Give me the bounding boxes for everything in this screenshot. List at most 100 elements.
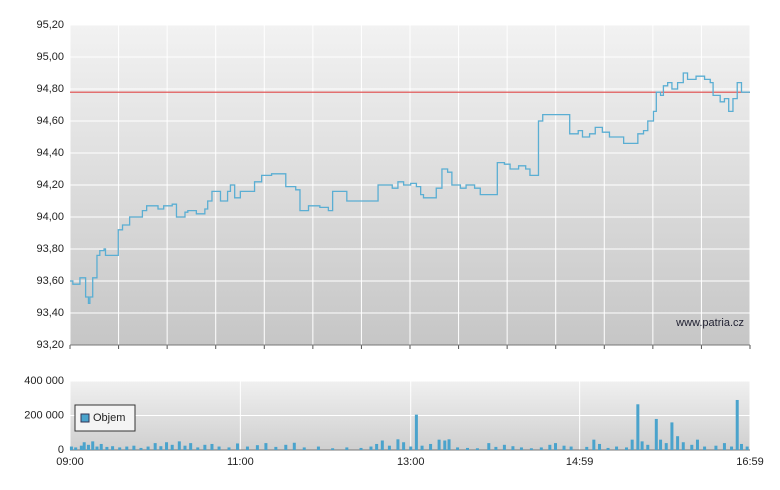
volume-bar	[183, 445, 187, 450]
price-line	[70, 72, 750, 305]
volume-bar	[331, 448, 335, 450]
volume-bar	[284, 444, 288, 450]
volume-bar	[189, 443, 193, 450]
volume-bar	[487, 443, 491, 450]
volume-bar	[636, 404, 640, 450]
volume-bar	[99, 443, 103, 450]
x-tick-label: 14:59	[566, 456, 594, 468]
volume-bar	[177, 441, 181, 450]
volume-bar	[714, 445, 718, 450]
volume-bar	[735, 399, 739, 450]
volume-bar	[217, 446, 221, 450]
volume-bar	[316, 446, 320, 450]
y-tick-label: 94,80	[36, 83, 64, 95]
volume-bar	[554, 443, 558, 450]
volume-bar	[132, 445, 136, 450]
volume-bar	[396, 439, 400, 450]
volume-bar	[475, 448, 479, 450]
volume-bar	[670, 422, 674, 450]
volume-bar	[402, 442, 406, 450]
volume-bar	[443, 440, 447, 450]
y-tick-label: 95,20	[36, 19, 64, 31]
y-tick-label: 93,20	[36, 339, 64, 351]
volume-bar	[456, 447, 460, 450]
volume-bar	[598, 443, 602, 450]
volume-bar	[165, 442, 169, 450]
y-tick-label: 93,60	[36, 275, 64, 287]
volume-bar	[646, 444, 650, 450]
volume-bar	[95, 446, 99, 450]
volume-bar	[359, 447, 363, 450]
volume-bar	[236, 443, 240, 450]
volume-bar	[86, 444, 90, 450]
volume-bar	[345, 447, 349, 450]
volume-bar	[125, 446, 129, 450]
volume-bar	[592, 439, 596, 450]
x-tick-label: 16:59	[736, 456, 764, 468]
volume-bar	[387, 445, 391, 450]
volume-bar	[640, 441, 644, 450]
volume-bar	[380, 440, 384, 450]
volume-bar	[585, 446, 589, 450]
volume-bar	[111, 446, 115, 450]
volume-bar	[264, 443, 268, 450]
volume-bar	[447, 439, 451, 450]
volume-bar	[494, 446, 498, 450]
volume-bar	[255, 445, 259, 450]
volume-bar	[630, 439, 634, 450]
volume-bar	[659, 439, 663, 450]
volume-bar	[74, 447, 78, 450]
volume-bar	[690, 444, 694, 450]
y-tick-label: 200 000	[24, 409, 64, 421]
volume-bar	[465, 447, 469, 450]
volume-bar	[203, 444, 207, 450]
volume-bar	[539, 447, 543, 450]
y-tick-label: 93,40	[36, 307, 64, 319]
y-tick-label: 95,00	[36, 51, 64, 63]
volume-bar	[274, 446, 278, 450]
volume-bar	[153, 443, 157, 450]
volume-bar	[722, 443, 726, 450]
volume-bar	[654, 418, 658, 450]
y-tick-label: 93,80	[36, 243, 64, 255]
volume-bar	[739, 443, 743, 450]
volume-bar	[695, 439, 699, 450]
volume-bar	[562, 445, 566, 450]
volume-bar	[615, 446, 619, 450]
volume-bar	[302, 447, 306, 450]
watermark: www.patria.cz	[675, 317, 744, 329]
volume-bar	[159, 446, 163, 450]
y-tick-label: 400 000	[24, 375, 64, 387]
volume-bar	[676, 436, 680, 450]
marks: 93,20 93,40 93,60 93,80 94,00 94,20 94,40 94,60…	[24, 19, 764, 468]
volume-bar	[227, 447, 231, 450]
volume-bar	[409, 446, 413, 450]
volume-bar	[420, 445, 424, 450]
volume-bar	[105, 446, 109, 450]
y-tick-label: 0	[58, 444, 64, 456]
volume-bar	[79, 445, 83, 450]
volume-bar	[91, 441, 95, 450]
volume-bar	[548, 444, 552, 450]
volume-bar	[375, 443, 379, 450]
y-tick-label: 94,00	[36, 211, 64, 223]
legend-swatch	[80, 413, 90, 423]
y-tick-label: 94,60	[36, 115, 64, 127]
volume-bar	[745, 446, 749, 450]
legend: Objem	[74, 404, 136, 432]
volume-bar	[606, 447, 610, 450]
volume-bar	[196, 447, 200, 450]
volume-bar	[624, 447, 628, 450]
x-tick-label: 09:00	[56, 456, 84, 468]
volume-bar	[502, 444, 506, 450]
volume-bar	[529, 448, 533, 450]
volume-bar	[245, 446, 249, 450]
volume-bar	[664, 443, 668, 450]
x-tick-label: 13:00	[397, 456, 425, 468]
volume-bar	[369, 446, 373, 450]
volume-bar	[139, 447, 143, 450]
volume-bar	[210, 443, 214, 450]
volume-bar	[69, 446, 73, 450]
volume-bar	[170, 444, 174, 450]
